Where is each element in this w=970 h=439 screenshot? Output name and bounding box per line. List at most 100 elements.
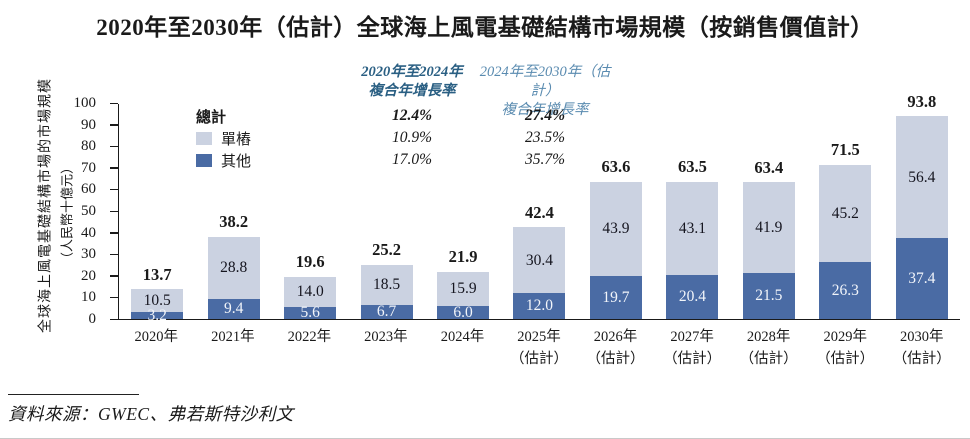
cagr-header-line1: 2020年至2024年 bbox=[361, 64, 463, 80]
y-tick-mark bbox=[110, 188, 118, 191]
bar-segment-monopile: 43.1 bbox=[666, 181, 719, 275]
bar-total-label: 21.9 bbox=[448, 247, 478, 267]
x-axis-label: 2025年 （估計） bbox=[510, 329, 568, 367]
bar-segment-monopile: 15.9 bbox=[437, 271, 490, 307]
bar-slot: 63.6 43.9 19.7 bbox=[578, 104, 654, 319]
bar-total-label: 63.5 bbox=[677, 157, 707, 177]
stacked-bar: 10.5 3.2 bbox=[131, 289, 184, 323]
cagr-value-total: 12.4% bbox=[391, 107, 433, 124]
bar-total-label: 38.2 bbox=[219, 212, 249, 231]
bar-slot: 93.8 56.4 37.4 bbox=[884, 93, 960, 319]
y-tick-label: 20 bbox=[81, 267, 96, 284]
y-tick-label: 30 bbox=[81, 246, 96, 263]
cagr-column-2024-2030: 2024年至2030年（估計） 複合年增長率 27.4% 23.5% 35.7% bbox=[472, 63, 618, 171]
stacked-bar: 30.4 12.0 bbox=[513, 227, 566, 319]
bar-segment-other: 37.4 bbox=[895, 238, 948, 319]
bar-segment-monopile: 14.0 bbox=[284, 276, 337, 307]
legend-item-label: 其他 bbox=[221, 153, 252, 170]
y-tick-mark bbox=[110, 145, 118, 148]
legend-swatch-other bbox=[196, 153, 212, 167]
bar-segment-other: 26.3 bbox=[819, 262, 872, 319]
x-axis-label: 2029年 （估計） bbox=[816, 329, 875, 367]
y-tick-mark bbox=[110, 296, 118, 299]
x-axis-label: 2030年 （估計） bbox=[892, 329, 951, 367]
cagr-header-2024-2030: 2024年至2030年（估計） 複合年增長率 bbox=[472, 63, 618, 118]
y-tick-label: 100 bbox=[73, 95, 97, 111]
stacked-bar: 18.5 6.7 bbox=[360, 264, 413, 320]
stacked-bar: 15.9 6.0 bbox=[437, 271, 490, 320]
bar-segment-other: 12.0 bbox=[513, 293, 566, 319]
stacked-bar: 43.9 19.7 bbox=[589, 181, 642, 319]
bar-segment-other: 20.4 bbox=[666, 274, 719, 319]
x-axis-label: 2026年 （估計） bbox=[586, 329, 645, 367]
stacked-bar: 43.1 20.4 bbox=[666, 181, 719, 319]
stacked-bar: 14.0 5.6 bbox=[284, 276, 337, 321]
x-axis-label: 2027年 （估計） bbox=[663, 329, 722, 367]
bar-total-label: 13.7 bbox=[142, 264, 172, 284]
cagr-value-total: 27.4% bbox=[524, 107, 566, 124]
y-axis-ticks: 0 10 20 30 40 50 60 70 80 90 100 bbox=[60, 96, 108, 327]
legend-item-other: 其他 bbox=[196, 149, 352, 171]
legend: 總計 單樁 其他 bbox=[196, 63, 352, 171]
cagr-header-line1: 2024年至2030年（估計） bbox=[479, 64, 611, 100]
bar-slot: 25.2 18.5 6.7 bbox=[348, 104, 424, 320]
x-axis-label: 2024年 bbox=[440, 329, 485, 345]
cagr-header-line2: 複合年增長率 bbox=[368, 83, 456, 100]
bar-segment-monopile: 43.9 bbox=[589, 181, 642, 277]
cagr-header-line2: 複合年增長率 bbox=[501, 102, 589, 119]
bar-segment-monopile: 30.4 bbox=[513, 227, 566, 294]
bar-segment-other: 6.7 bbox=[360, 304, 413, 320]
bar-segment-monopile: 41.9 bbox=[742, 182, 795, 273]
cagr-value-other: 35.7% bbox=[524, 151, 566, 168]
x-axis-labels: 2020年 2021年 2022年 2023年 2024年 2025年 （估計） 2026年（… bbox=[118, 327, 960, 371]
y-tick-mark bbox=[110, 232, 118, 234]
legend-cagr-block: 總計 單樁 其他 2020年至2024年 複合年增長率 12.4% 10.9% … bbox=[196, 63, 618, 171]
bar-total-label: 42.4 bbox=[525, 202, 554, 222]
y-tick-label: 80 bbox=[81, 138, 96, 155]
y-tick-mark bbox=[110, 167, 118, 169]
bar-segment-monopile: 18.5 bbox=[360, 264, 413, 305]
x-axis-label: 2023年 bbox=[364, 329, 408, 345]
y-tick-mark bbox=[110, 318, 118, 320]
bar-segment-monopile: 56.4 bbox=[895, 116, 948, 239]
cagr-value-other: 17.0% bbox=[391, 151, 433, 168]
cagr-value-monopile: 10.9% bbox=[391, 129, 433, 146]
bar-segment-other: 19.7 bbox=[589, 276, 642, 319]
bar-slot: 71.5 45.2 26.3 bbox=[807, 104, 883, 319]
source-divider-line bbox=[8, 394, 139, 395]
bar-slot: 42.4 30.4 12.0 bbox=[501, 104, 577, 319]
y-tick-mark bbox=[110, 210, 118, 212]
bar-segment-other: 5.6 bbox=[284, 305, 337, 321]
bar-segment-other: 9.4 bbox=[207, 298, 260, 319]
bar-segment-monopile: 45.2 bbox=[819, 164, 872, 263]
cagr-value-monopile: 23.5% bbox=[524, 129, 566, 146]
stacked-bar: 41.9 21.5 bbox=[742, 182, 795, 319]
x-axis-label: 2028年 （估計） bbox=[739, 329, 798, 367]
bar-total-label: 63.6 bbox=[601, 157, 631, 177]
legend-swatch-monopile bbox=[196, 131, 212, 145]
bar-total-label: 25.2 bbox=[372, 240, 402, 260]
y-tick-label: 50 bbox=[81, 203, 96, 219]
bar-segment-other: 21.5 bbox=[742, 272, 795, 319]
bar-total-label: 93.8 bbox=[907, 91, 937, 111]
bar-slot: 63.5 43.1 20.4 bbox=[654, 104, 730, 319]
legend-item-monopile: 單樁 bbox=[196, 127, 352, 149]
bar-total-label: 19.6 bbox=[295, 252, 325, 272]
page-title: 2020年至2030年（估計）全球海上風電基礎結構市場規模（按銷售價值計） bbox=[96, 15, 874, 40]
bar-segment-other: 3.2 bbox=[131, 308, 184, 323]
cagr-column-2020-2024: 2020年至2024年 複合年增長率 12.4% 10.9% 17.0% bbox=[352, 63, 472, 171]
y-tick-mark bbox=[110, 124, 118, 126]
x-axis-label: 2020年 bbox=[134, 329, 179, 345]
bar-slot: 38.2 28.8 9.4 bbox=[195, 104, 271, 319]
bar-total-label: 71.5 bbox=[830, 140, 860, 160]
legend-total-label: 總計 bbox=[196, 109, 227, 126]
y-tick-label: 60 bbox=[81, 181, 96, 198]
bar-slot: 13.7 10.5 3.2 bbox=[119, 104, 195, 323]
y-tick-label: 90 bbox=[81, 116, 96, 133]
bar-total-label: 63.4 bbox=[754, 157, 784, 177]
source-note: 資料來源：GWEC、弗若斯特沙利文 bbox=[8, 404, 294, 424]
y-tick-label: 10 bbox=[81, 289, 96, 306]
bar-segment-monopile: 28.8 bbox=[207, 236, 260, 299]
bar-slot: 63.4 41.9 21.5 bbox=[731, 104, 807, 319]
